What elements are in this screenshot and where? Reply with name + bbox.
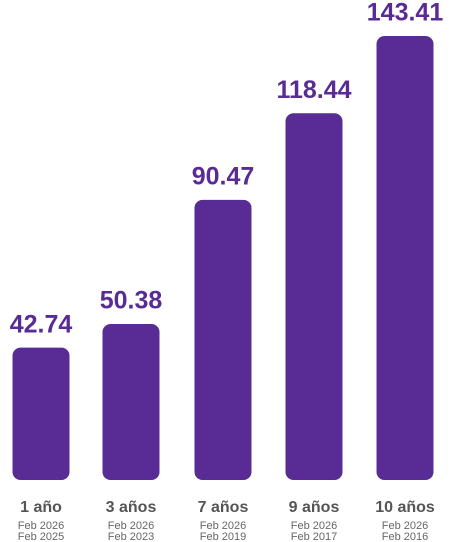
period-label: Feb 2026 (291, 520, 337, 532)
category-label: 7 años (198, 499, 249, 516)
bar (376, 36, 434, 480)
period-label: Feb 2025 (18, 531, 64, 542)
value-label: 143.41 (367, 0, 444, 27)
period-label: Feb 2026 (200, 520, 246, 532)
value-label: 42.74 (10, 310, 73, 338)
value-label: 50.38 (100, 287, 163, 315)
category-label: 9 años (289, 499, 340, 516)
period-label: Feb 2019 (200, 531, 246, 542)
period-label: Feb 2026 (108, 520, 154, 532)
category-label: 1 año (20, 499, 62, 516)
bar (12, 347, 70, 480)
period-label: Feb 2023 (108, 531, 154, 542)
bar (194, 199, 252, 481)
period-label: Feb 2026 (382, 520, 428, 532)
period-label: Feb 2016 (382, 531, 428, 542)
value-label: 118.44 (276, 76, 351, 104)
bar (285, 113, 343, 480)
category-label: 10 años (375, 499, 435, 516)
period-label: Feb 2017 (291, 531, 337, 542)
period-label: Feb 2026 (18, 520, 64, 532)
value-label: 90.47 (192, 163, 255, 191)
bar (102, 324, 160, 480)
category-label: 3 años (106, 499, 157, 516)
